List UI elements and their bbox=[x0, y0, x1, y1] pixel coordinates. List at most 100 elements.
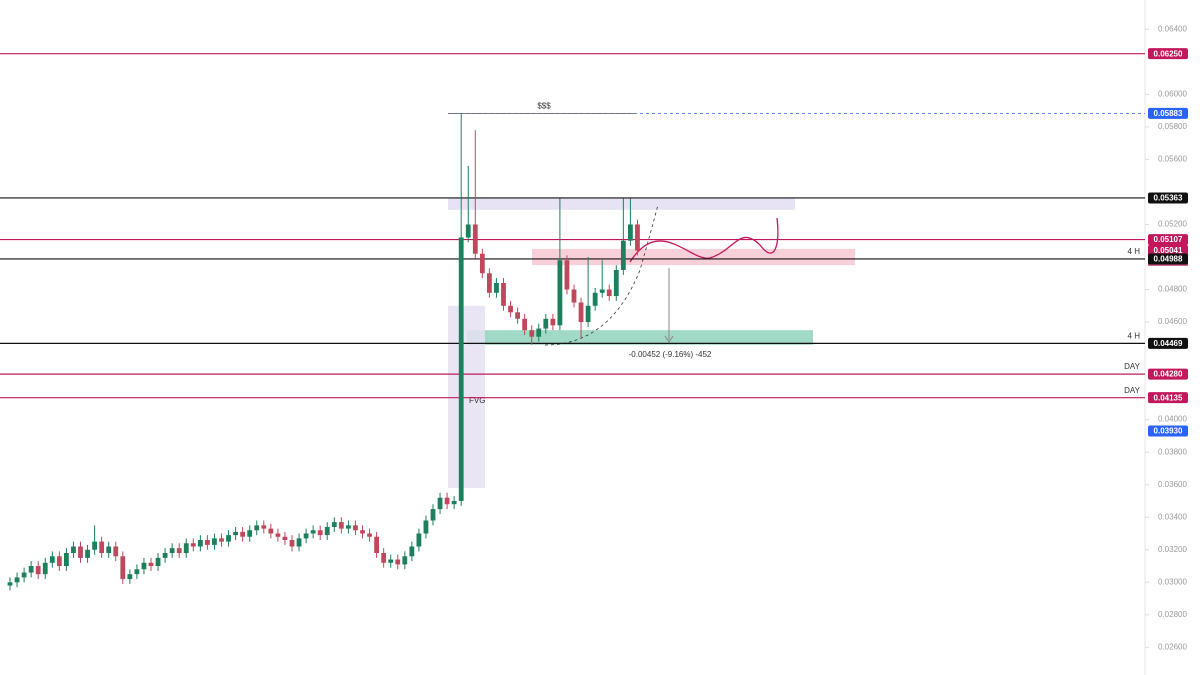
candle-body bbox=[501, 283, 506, 306]
level-label: 0.05883 bbox=[1154, 109, 1183, 118]
y-tick-label: 0.03400 bbox=[1158, 512, 1187, 521]
level-badge bbox=[1148, 368, 1188, 380]
candle-body bbox=[543, 318, 549, 329]
candle-body bbox=[628, 224, 633, 241]
level-note: $$$ bbox=[537, 101, 551, 110]
y-tick-label: 0.02600 bbox=[1158, 642, 1187, 651]
y-tick-label: 0.03600 bbox=[1158, 480, 1187, 489]
level-note: DAY bbox=[1124, 362, 1141, 371]
candle-body bbox=[310, 530, 316, 534]
candle-body bbox=[564, 260, 570, 290]
y-tick-label: 0.04600 bbox=[1158, 317, 1187, 326]
candle-body bbox=[395, 559, 401, 565]
candle-body bbox=[35, 566, 41, 575]
candle-body bbox=[515, 312, 520, 319]
level-note: 4 H bbox=[1128, 331, 1141, 340]
candle-body bbox=[338, 522, 344, 529]
level-label: 0.04135 bbox=[1154, 393, 1183, 402]
level-badge bbox=[1148, 392, 1188, 404]
candle-body bbox=[176, 548, 182, 554]
candle-body bbox=[620, 240, 626, 270]
y-tick-label: 0.05200 bbox=[1158, 220, 1187, 229]
candle-body bbox=[331, 522, 337, 527]
candle-body bbox=[423, 520, 429, 534]
candle-body bbox=[465, 224, 471, 238]
y-tick-label: 0.05800 bbox=[1158, 122, 1187, 131]
level-badge bbox=[1148, 244, 1188, 256]
candle-body bbox=[599, 289, 605, 293]
level-label: 0.05363 bbox=[1154, 194, 1183, 203]
candle-body bbox=[197, 540, 203, 547]
y-tick-label: 0.02800 bbox=[1158, 610, 1187, 619]
candle-body bbox=[183, 543, 189, 554]
candle-body bbox=[303, 533, 309, 539]
candle-body bbox=[240, 531, 246, 537]
candle-body bbox=[522, 318, 528, 331]
level-badge bbox=[1148, 234, 1188, 246]
candle-body bbox=[219, 538, 224, 542]
candle-body bbox=[635, 224, 640, 251]
level-badge bbox=[1148, 48, 1188, 60]
level-label: 0.05041 bbox=[1154, 246, 1183, 255]
candle-body bbox=[247, 530, 253, 537]
candle-body bbox=[606, 289, 612, 297]
level-note: DAY bbox=[1124, 386, 1141, 395]
level-badge bbox=[1148, 253, 1188, 265]
candle-body bbox=[381, 553, 387, 563]
zone-label: FVG bbox=[469, 396, 485, 405]
candle-body bbox=[275, 533, 281, 537]
candle-body bbox=[120, 556, 126, 580]
candle-body bbox=[571, 289, 577, 303]
candle-body bbox=[268, 528, 274, 534]
candle-body bbox=[127, 574, 133, 580]
candle-body bbox=[71, 546, 76, 554]
candle-body bbox=[296, 538, 302, 547]
candle-body bbox=[212, 538, 217, 545]
level-label: 0.04988 bbox=[1154, 255, 1183, 264]
candle-body bbox=[578, 302, 584, 323]
candle-body bbox=[367, 533, 372, 537]
candle-body bbox=[289, 540, 295, 547]
candle-body bbox=[613, 270, 619, 297]
measure-label: -0.00452 (-9.16%) -452 bbox=[629, 350, 712, 359]
candle-body bbox=[416, 533, 422, 547]
projection-wave bbox=[629, 217, 779, 263]
candle-body bbox=[550, 318, 556, 326]
y-tick-label: 0.04800 bbox=[1158, 285, 1187, 294]
candle-body bbox=[409, 546, 415, 557]
candle-body bbox=[85, 549, 90, 558]
candle-body bbox=[529, 330, 535, 337]
candle-body bbox=[190, 543, 196, 547]
candle-body bbox=[162, 553, 168, 558]
candle-body bbox=[585, 305, 591, 323]
y-tick-label: 0.05600 bbox=[1158, 155, 1187, 164]
candle-body bbox=[134, 569, 140, 575]
level-label: 0.04469 bbox=[1154, 339, 1183, 348]
candle-body bbox=[458, 237, 464, 501]
candle-body bbox=[261, 525, 267, 529]
candle-body bbox=[92, 541, 97, 550]
y-tick-label: 0.03000 bbox=[1158, 577, 1187, 586]
level-label: 0.03930 bbox=[1154, 427, 1183, 436]
candle-body bbox=[205, 540, 210, 545]
candle-body bbox=[14, 577, 20, 583]
candle-body bbox=[592, 292, 598, 306]
level-label: 0.06250 bbox=[1154, 49, 1183, 58]
candle-body bbox=[487, 273, 492, 293]
candle-body bbox=[49, 556, 55, 563]
level-badge bbox=[1148, 425, 1188, 437]
candle-body bbox=[479, 253, 485, 274]
candle-body bbox=[148, 562, 154, 567]
candle-body bbox=[155, 557, 161, 567]
candle-body bbox=[233, 531, 238, 536]
level-badge bbox=[1148, 107, 1188, 119]
candle-body bbox=[141, 562, 147, 570]
candle-body bbox=[42, 562, 48, 575]
candle-body bbox=[346, 525, 351, 529]
candle-body bbox=[226, 535, 231, 542]
y-tick-label: 0.04000 bbox=[1158, 415, 1187, 424]
candle-body bbox=[444, 497, 450, 505]
candle-body bbox=[254, 525, 260, 531]
candle-body bbox=[451, 500, 457, 505]
